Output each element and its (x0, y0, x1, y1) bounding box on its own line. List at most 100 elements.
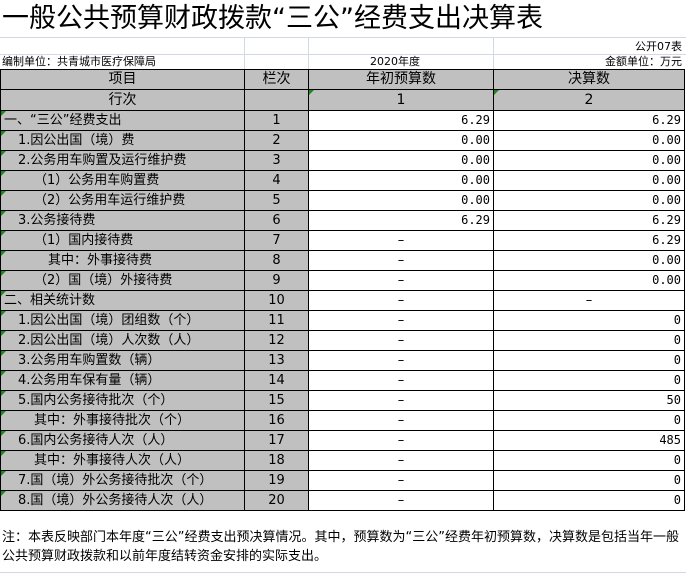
final-value[interactable]: 0.00 (493, 250, 685, 271)
row-label[interactable]: 二、相关统计数 (0, 290, 245, 311)
table-row: （1）公务用车购置费 4 0.00 0.00 (0, 170, 685, 191)
final-value[interactable]: 0 (493, 310, 685, 331)
row-label[interactable]: （2）国（境）外接待费 (0, 270, 245, 291)
budget-value[interactable]: 0.00 (308, 150, 494, 171)
row-label[interactable]: 1.因公出国（境）费 (0, 130, 245, 151)
row-number[interactable]: 14 (244, 370, 309, 391)
row-label[interactable]: 其中：外事接待批次（个） (0, 410, 245, 431)
final-value[interactable]: 0.00 (493, 130, 685, 151)
header-item: 项目 (0, 69, 245, 90)
row-label[interactable]: 3.公务接待费 (0, 210, 245, 231)
row-number[interactable]: 19 (244, 470, 309, 491)
table-row: 2.公务用车购置及运行维护费 3 0.00 0.00 (0, 150, 685, 171)
row-label[interactable]: 4.公务用车保有量（辆） (0, 370, 245, 391)
row-label[interactable]: 1.因公出国（境）团组数（个） (0, 310, 245, 331)
final-value[interactable]: 0 (493, 490, 685, 511)
row-number[interactable]: 11 (244, 310, 309, 331)
final-value[interactable]: 0 (493, 330, 685, 351)
row-label[interactable]: 3.公务用车购置数（辆） (0, 350, 245, 371)
row-label[interactable]: 2.因公出国（境）人次数（人） (0, 330, 245, 351)
final-value[interactable]: 0 (493, 350, 685, 371)
row-number[interactable]: 10 (244, 290, 309, 311)
row-number[interactable]: 20 (244, 490, 309, 511)
row-label[interactable]: 5.国内公务接待批次（个） (0, 390, 245, 411)
row-number[interactable]: 1 (244, 110, 309, 131)
final-value[interactable]: 6.29 (493, 230, 685, 251)
row-number[interactable]: 17 (244, 430, 309, 451)
budget-value[interactable]: 0.00 (308, 130, 494, 151)
row-label[interactable]: 一、“三公”经费支出 (0, 110, 245, 131)
budget-value[interactable]: 6.29 (308, 110, 494, 131)
final-value[interactable]: 0.00 (493, 190, 685, 211)
row-number[interactable]: 13 (244, 350, 309, 371)
row-number[interactable]: 16 (244, 410, 309, 431)
row-number[interactable]: 12 (244, 330, 309, 351)
row-label[interactable]: （2）公务用车运行维护费 (0, 190, 245, 211)
table-row: （1）国内接待费 7–6.29 (0, 230, 685, 251)
final-value[interactable]: 0.00 (493, 270, 685, 291)
row-number[interactable]: 5 (244, 190, 309, 211)
year-label: 2020年度 (370, 55, 420, 68)
final-value[interactable]: 0.00 (493, 150, 685, 171)
budget-value[interactable]: – (308, 290, 494, 311)
final-value[interactable]: – (493, 290, 685, 311)
table-row: 1.因公出国（境）费 2 0.00 0.00 (0, 130, 685, 151)
budget-value[interactable]: – (308, 330, 494, 351)
table-row: 1.因公出国（境）团组数（个） 11–0 (0, 310, 685, 331)
row-number[interactable]: 3 (244, 150, 309, 171)
final-value[interactable]: 0 (493, 470, 685, 491)
row-label[interactable]: （1）公务用车购置费 (0, 170, 245, 191)
final-value[interactable]: 0 (493, 450, 685, 471)
row-number[interactable]: 9 (244, 270, 309, 291)
row-number[interactable]: 4 (244, 170, 309, 191)
budget-value[interactable]: – (308, 230, 494, 251)
gridline (0, 54, 686, 55)
row-number[interactable]: 15 (244, 390, 309, 411)
header-final-index: 2 (493, 89, 685, 111)
table-row: 3.公务用车购置数（辆） 13–0 (0, 350, 685, 371)
row-number[interactable]: 6 (244, 210, 309, 231)
budget-value[interactable]: – (308, 470, 494, 491)
row-label[interactable]: （1）国内接待费 (0, 230, 245, 251)
budget-value[interactable]: 0.00 (308, 170, 494, 191)
budget-value[interactable]: – (308, 350, 494, 371)
budget-value[interactable]: – (308, 390, 494, 411)
budget-value[interactable]: – (308, 410, 494, 431)
budget-value[interactable]: – (308, 430, 494, 451)
header-budget-index: 1 (308, 89, 494, 111)
table-row: 4.公务用车保有量（辆） 14–0 (0, 370, 685, 391)
final-value[interactable]: 0.00 (493, 170, 685, 191)
row-number[interactable]: 18 (244, 450, 309, 471)
row-label[interactable]: 7.国（境）外公务接待批次（个） (0, 470, 245, 491)
table-row: 其中：外事接待人次（人） 18–0 (0, 450, 685, 471)
row-label[interactable]: 其中：外事接待人次（人） (0, 450, 245, 471)
final-value[interactable]: 0 (493, 370, 685, 391)
final-value[interactable]: 50 (493, 390, 685, 411)
row-label[interactable]: 其中：外事接待费 (0, 250, 245, 271)
budget-value[interactable]: – (308, 250, 494, 271)
gridline (308, 37, 309, 69)
row-number[interactable]: 8 (244, 250, 309, 271)
table-row: 8.国（境）外公务接待人次（人） 20–0 (0, 490, 685, 511)
footnote: 注：本表反映部门本年度“三公”经费支出预决算情况。其中，预算数为“三公”经费年初… (2, 530, 679, 564)
table-row: 6.国内公务接待人次（人） 17–485 (0, 430, 685, 451)
final-value[interactable]: 6.29 (493, 110, 685, 131)
row-label[interactable]: 2.公务用车购置及运行维护费 (0, 150, 245, 171)
budget-value[interactable]: – (308, 490, 494, 511)
row-number[interactable]: 2 (244, 130, 309, 151)
budget-value[interactable]: – (308, 270, 494, 291)
table-code: 公开07表 (635, 40, 682, 53)
budget-value[interactable]: 6.29 (308, 210, 494, 231)
row-number[interactable]: 7 (244, 230, 309, 251)
budget-value[interactable]: – (308, 450, 494, 471)
budget-value[interactable]: – (308, 370, 494, 391)
final-value[interactable]: 0 (493, 410, 685, 431)
table-row: 一、“三公”经费支出 1 6.29 6.29 (0, 110, 685, 131)
final-value[interactable]: 6.29 (493, 210, 685, 231)
row-label[interactable]: 6.国内公务接待人次（人） (0, 430, 245, 451)
budget-value[interactable]: 0.00 (308, 190, 494, 211)
final-value[interactable]: 485 (493, 430, 685, 451)
row-label[interactable]: 8.国（境）外公务接待人次（人） (0, 490, 245, 511)
table-row: 其中：外事接待费 8–0.00 (0, 250, 685, 271)
budget-value[interactable]: – (308, 310, 494, 331)
